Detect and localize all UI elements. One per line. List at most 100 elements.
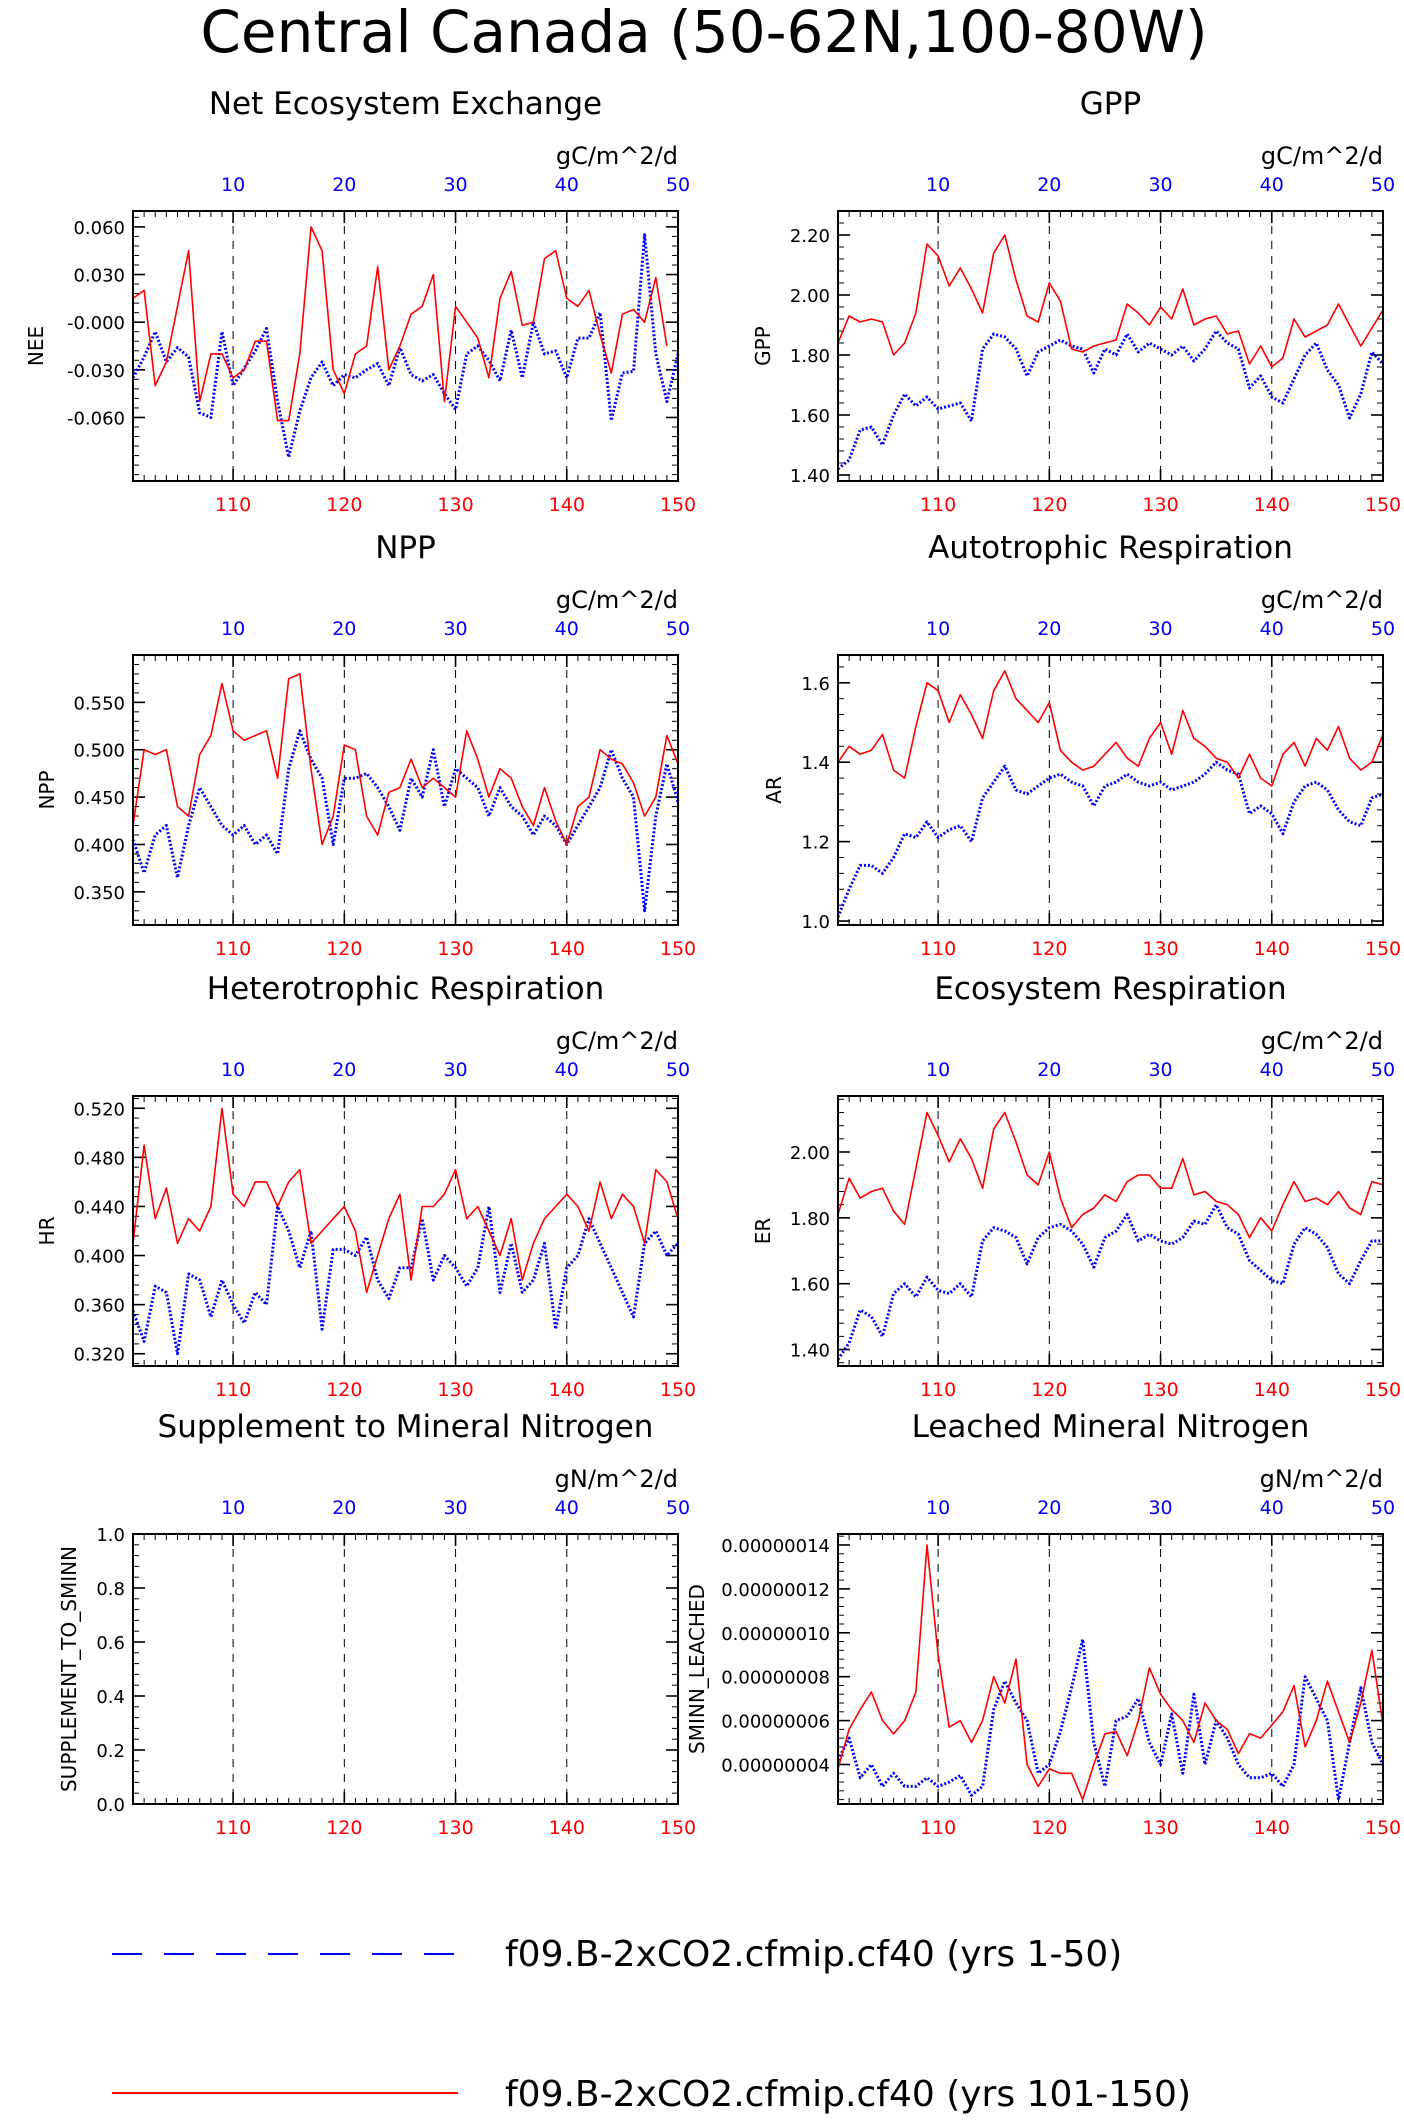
series-line-yrs-1-50 bbox=[836, 760, 1384, 918]
x-tick-label: 120 bbox=[1031, 938, 1067, 960]
plot-frame-gpp bbox=[837, 210, 1384, 482]
x-tick-label: 140 bbox=[549, 1817, 585, 1839]
y-tick-label: 1.60 bbox=[790, 1275, 830, 1296]
y-tick-label: 1.4 bbox=[801, 753, 830, 774]
units-label: gC/m^2/d bbox=[1261, 142, 1383, 170]
series-line-yrs-101-150 bbox=[132, 1107, 679, 1294]
x-top-tick-label: 20 bbox=[1037, 618, 1061, 640]
panel-title: Ecosystem Respiration bbox=[934, 971, 1286, 1007]
x-tick-label: 140 bbox=[1254, 1817, 1290, 1839]
x-top-tick-label: 20 bbox=[332, 1497, 356, 1519]
panel-net-ecosystem-exchange: Net Ecosystem Exchange gC/m^2/d 110 120 130 1… bbox=[24, 86, 696, 516]
y-tick-label: 1.40 bbox=[790, 466, 830, 487]
x-tick-label: 110 bbox=[920, 494, 956, 516]
y-tick-label: 0.6 bbox=[96, 1633, 125, 1654]
panel-title: Autotrophic Respiration bbox=[928, 530, 1293, 566]
x-top-tick-label: 10 bbox=[926, 1497, 950, 1519]
plot-frame-npp bbox=[132, 654, 679, 926]
panel-leached-mineral-nitrogen: Leached Mineral Nitrogen gN/m^2/d 110 120 13… bbox=[685, 1409, 1401, 1839]
units-label: gC/m^2/d bbox=[556, 142, 678, 170]
y-tick-label: 0.2 bbox=[96, 1741, 125, 1762]
units-label: gN/m^2/d bbox=[555, 1465, 678, 1493]
y-tick-label: 0.00000014 bbox=[721, 1536, 830, 1557]
x-top-tick-label: 40 bbox=[555, 1497, 579, 1519]
x-top-tick-label: 50 bbox=[1371, 618, 1395, 640]
units-label: gC/m^2/d bbox=[1261, 586, 1383, 614]
series-line-yrs-101-150 bbox=[132, 673, 679, 846]
x-top-tick-label: 50 bbox=[1371, 174, 1395, 196]
x-tick-label: 120 bbox=[326, 1817, 362, 1839]
y-tick-label: 0.00000012 bbox=[721, 1580, 830, 1601]
y-axis-label: ER bbox=[751, 1218, 775, 1245]
plot-frame-sminn-leached bbox=[837, 1533, 1384, 1805]
x-top-tick-label: 30 bbox=[443, 618, 467, 640]
x-top-tick-label: 30 bbox=[443, 174, 467, 196]
x-tick-label: 150 bbox=[660, 494, 696, 516]
y-tick-label: 0.550 bbox=[73, 693, 125, 714]
series-line-yrs-1-50 bbox=[836, 1637, 1385, 1802]
y-axis-label: HR bbox=[35, 1216, 59, 1245]
x-top-tick-label: 50 bbox=[666, 174, 690, 196]
y-tick-label: -0.030 bbox=[67, 361, 125, 382]
x-top-tick-label: 30 bbox=[443, 1497, 467, 1519]
y-tick-label: 0.00000010 bbox=[721, 1624, 830, 1645]
x-top-tick-label: 30 bbox=[1148, 1497, 1172, 1519]
panel-gpp: GPP gC/m^2/d 110 120 130 140 150 10 20 30 40 50 1.40… bbox=[751, 86, 1401, 516]
x-top-tick-label: 10 bbox=[221, 174, 245, 196]
y-tick-label: 0.400 bbox=[73, 835, 125, 856]
units-label: gN/m^2/d bbox=[1260, 1465, 1383, 1493]
plot-frame-hr bbox=[132, 1095, 679, 1367]
series-line-yrs-1-50 bbox=[131, 1205, 680, 1356]
y-axis-label: NEE bbox=[24, 326, 48, 366]
x-tick-label: 110 bbox=[920, 1817, 956, 1839]
y-tick-label: 1.0 bbox=[801, 912, 830, 933]
y-tick-label: 0.320 bbox=[73, 1345, 125, 1366]
y-axis-label: SUPPLEMENT_TO_SMINN bbox=[57, 1546, 81, 1792]
legend-label-run-a: f09.B-2xCO2.cfmip.cf40 (yrs 1-50) bbox=[505, 1934, 1122, 1975]
legend-label-run-b: f09.B-2xCO2.cfmip.cf40 (yrs 101-150) bbox=[505, 2074, 1191, 2115]
x-tick-label: 150 bbox=[1365, 938, 1401, 960]
panel-title: Heterotrophic Respiration bbox=[207, 971, 604, 1007]
panel-title: GPP bbox=[1080, 86, 1141, 122]
x-top-tick-label: 20 bbox=[332, 1059, 356, 1081]
x-tick-label: 110 bbox=[920, 1379, 956, 1401]
series-line-yrs-101-150 bbox=[837, 1544, 1384, 1801]
x-tick-label: 140 bbox=[549, 1379, 585, 1401]
x-top-tick-label: 40 bbox=[1260, 174, 1284, 196]
series-line-yrs-1-50 bbox=[131, 729, 680, 913]
x-tick-label: 120 bbox=[326, 1379, 362, 1401]
x-top-tick-label: 10 bbox=[926, 1059, 950, 1081]
x-tick-label: 130 bbox=[437, 1379, 473, 1401]
main-title: Central Canada (50-62N,100-80W) bbox=[200, 0, 1207, 66]
y-tick-label: 0.8 bbox=[96, 1579, 125, 1600]
y-tick-label: 1.0 bbox=[96, 1525, 125, 1546]
y-tick-label: 0.440 bbox=[73, 1197, 125, 1218]
x-top-tick-label: 10 bbox=[221, 1497, 245, 1519]
x-top-tick-label: 50 bbox=[666, 1059, 690, 1081]
x-tick-label: 150 bbox=[660, 938, 696, 960]
x-tick-label: 120 bbox=[1031, 494, 1067, 516]
y-tick-label: 1.80 bbox=[790, 346, 830, 367]
x-tick-label: 150 bbox=[1365, 1379, 1401, 1401]
panel-ecosystem-respiration: Ecosystem Respiration gC/m^2/d 110 120 130 14… bbox=[751, 971, 1401, 1401]
panel-title: NPP bbox=[375, 530, 436, 566]
y-tick-label: 1.80 bbox=[790, 1209, 830, 1230]
y-tick-label: 1.2 bbox=[801, 833, 830, 854]
x-top-tick-label: 20 bbox=[1037, 1497, 1061, 1519]
x-tick-label: 130 bbox=[1142, 494, 1178, 516]
x-tick-label: 110 bbox=[215, 1379, 251, 1401]
y-tick-label: 0.400 bbox=[73, 1247, 125, 1268]
x-tick-label: 130 bbox=[437, 938, 473, 960]
x-top-tick-label: 40 bbox=[1260, 618, 1284, 640]
y-tick-label: 0.00000004 bbox=[721, 1755, 830, 1776]
x-top-tick-label: 50 bbox=[666, 618, 690, 640]
y-axis-label: GPP bbox=[751, 326, 775, 366]
y-tick-label: 0.350 bbox=[73, 883, 125, 904]
y-tick-label: 0.450 bbox=[73, 788, 125, 809]
x-tick-label: 140 bbox=[549, 494, 585, 516]
x-tick-label: 120 bbox=[326, 938, 362, 960]
y-tick-label: 0.520 bbox=[73, 1099, 125, 1120]
y-tick-label: -0.060 bbox=[67, 408, 125, 429]
x-top-tick-label: 10 bbox=[221, 618, 245, 640]
y-tick-label: 2.00 bbox=[790, 1143, 830, 1164]
